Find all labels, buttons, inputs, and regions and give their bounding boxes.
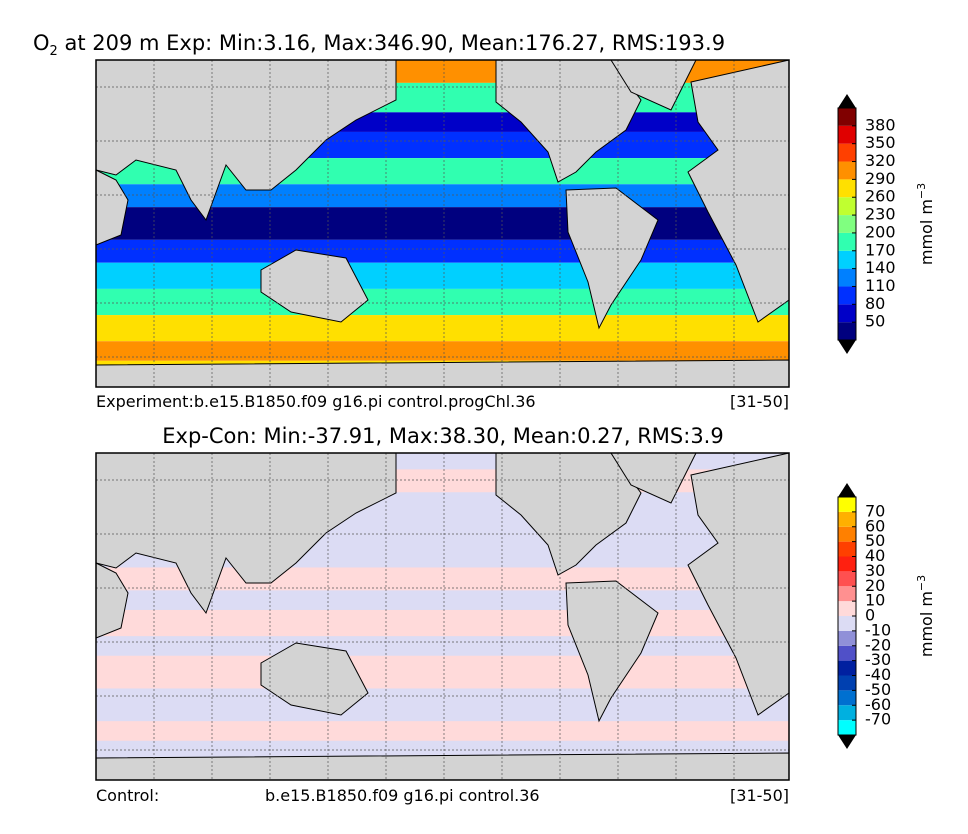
title-prefix: O (33, 31, 50, 55)
colorbar-label-text: mmol m (917, 199, 936, 265)
land (95, 59, 397, 222)
colorbar-tick-label: -10 (865, 620, 891, 639)
land (260, 642, 369, 716)
colorbar-frame (837, 107, 857, 341)
ocean-band (96, 239, 789, 263)
colorbar-tick-label: 60 (865, 516, 885, 535)
ocean-band (96, 721, 789, 741)
ocean-band (96, 262, 789, 289)
colorbar-tick-label: -70 (865, 710, 891, 729)
colorbar-box (838, 705, 856, 721)
colorbar-box (838, 250, 856, 269)
colorbar-box (838, 630, 856, 646)
colorbar-tick-label: -50 (865, 680, 891, 699)
colorbar-box (838, 322, 856, 340)
ocean-band (96, 341, 789, 361)
colorbar-box (838, 690, 856, 706)
colorbar-box (838, 601, 856, 616)
colorbar-tick-label: 260 (865, 187, 896, 206)
colorbar-tick-label: 380 (865, 115, 896, 134)
colorbar-tick-label: 80 (865, 294, 885, 313)
colorbar-tick-label: 50 (865, 312, 885, 331)
colorbar-box (838, 108, 856, 126)
footer-right: [31-50] (730, 786, 789, 805)
colorbar-box (838, 179, 856, 198)
colorbar-box (838, 286, 856, 305)
colorbar-tick-label: 290 (865, 169, 896, 188)
colorbar-tick-label: 230 (865, 205, 896, 224)
map-frame (95, 59, 790, 388)
colorbar-label-text: mmol m (917, 591, 936, 657)
footer-left: Experiment:b.e15.B1850.f09 g16.pi contro… (96, 392, 536, 411)
colorbar-tick-label: -40 (865, 665, 891, 684)
colorbar-box (838, 197, 856, 216)
land (95, 452, 397, 615)
footer-right: [31-50] (730, 392, 789, 411)
colorbar-box (838, 616, 856, 631)
ocean-band (96, 655, 789, 689)
colorbar-box (838, 125, 856, 144)
colorbar-tick-label: 20 (865, 576, 885, 595)
land (565, 580, 659, 723)
panel-title: O2 at 209 m Exp: Min:3.16, Max:346.90, M… (33, 31, 725, 59)
land (95, 752, 790, 781)
colorbar-tick-label: 0 (865, 606, 875, 625)
colorbar-box (838, 526, 856, 542)
colorbar-box (838, 675, 856, 691)
colorbar-box (838, 645, 856, 661)
colorbar-tick-label: 110 (865, 276, 896, 295)
footer-center: b.e15.B1850.f09 g16.pi control.36 (265, 786, 540, 805)
ocean-band (96, 207, 789, 240)
colorbar-label: mmol m−3 (915, 183, 936, 265)
title-sub: 2 (50, 44, 58, 59)
colorbar-tick-label: -20 (865, 635, 891, 654)
colorbar-tick-label: 140 (865, 258, 896, 277)
colorbar-box (838, 268, 856, 287)
ocean-band (96, 609, 789, 637)
colorbar-tick-label: 50 (865, 531, 885, 550)
map-frame (95, 452, 790, 781)
colorbar-tick-label: 200 (865, 222, 896, 241)
map (95, 59, 790, 388)
colorbar-label-sup: −3 (915, 575, 928, 591)
land (95, 359, 790, 388)
colorbar-tick-label: -30 (865, 650, 891, 669)
colorbar-label: mmol m−3 (915, 575, 936, 657)
colorbar-box (838, 541, 856, 557)
colorbar-tick-label: -60 (865, 695, 891, 714)
colorbar-tick-label: 10 (865, 591, 885, 610)
colorbar-tick-label: 30 (865, 561, 885, 580)
colorbar-box (838, 143, 856, 162)
colorbar-tick-label: 350 (865, 133, 896, 152)
colorbar-box (838, 586, 856, 602)
panel-title: Exp-Con: Min:-37.91, Max:38.30, Mean:0.2… (162, 424, 723, 448)
ocean-band (96, 288, 789, 316)
land (565, 187, 659, 330)
map (95, 452, 790, 781)
colorbar-label-sup: −3 (915, 183, 928, 199)
colorbar-box (838, 660, 856, 676)
colorbar-box (838, 511, 856, 527)
colorbar-extend-low (838, 340, 856, 354)
colorbar-box (838, 215, 856, 233)
colorbar-tick-label: 170 (865, 240, 896, 259)
colorbar-tick-label: 70 (865, 501, 885, 520)
colorbar-box (838, 304, 856, 323)
colorbar-extend-low (838, 735, 856, 749)
colorbar-tick-label: 40 (865, 546, 885, 565)
footer-left: Control: (96, 786, 159, 805)
colorbar-box (838, 720, 856, 735)
land (260, 249, 369, 323)
colorbar-extend-high (838, 94, 856, 108)
ocean-band (96, 315, 789, 342)
colorbar-extend-high (838, 483, 856, 497)
colorbar-box (838, 556, 856, 572)
colorbar-box (838, 161, 856, 180)
colorbar-tick-label: 320 (865, 151, 896, 170)
title-text: at 209 m Exp: Min:3.16, Max:346.90, Mean… (58, 31, 725, 55)
colorbar-box (838, 497, 856, 512)
colorbar-box (838, 232, 856, 251)
colorbar-box (838, 571, 856, 587)
